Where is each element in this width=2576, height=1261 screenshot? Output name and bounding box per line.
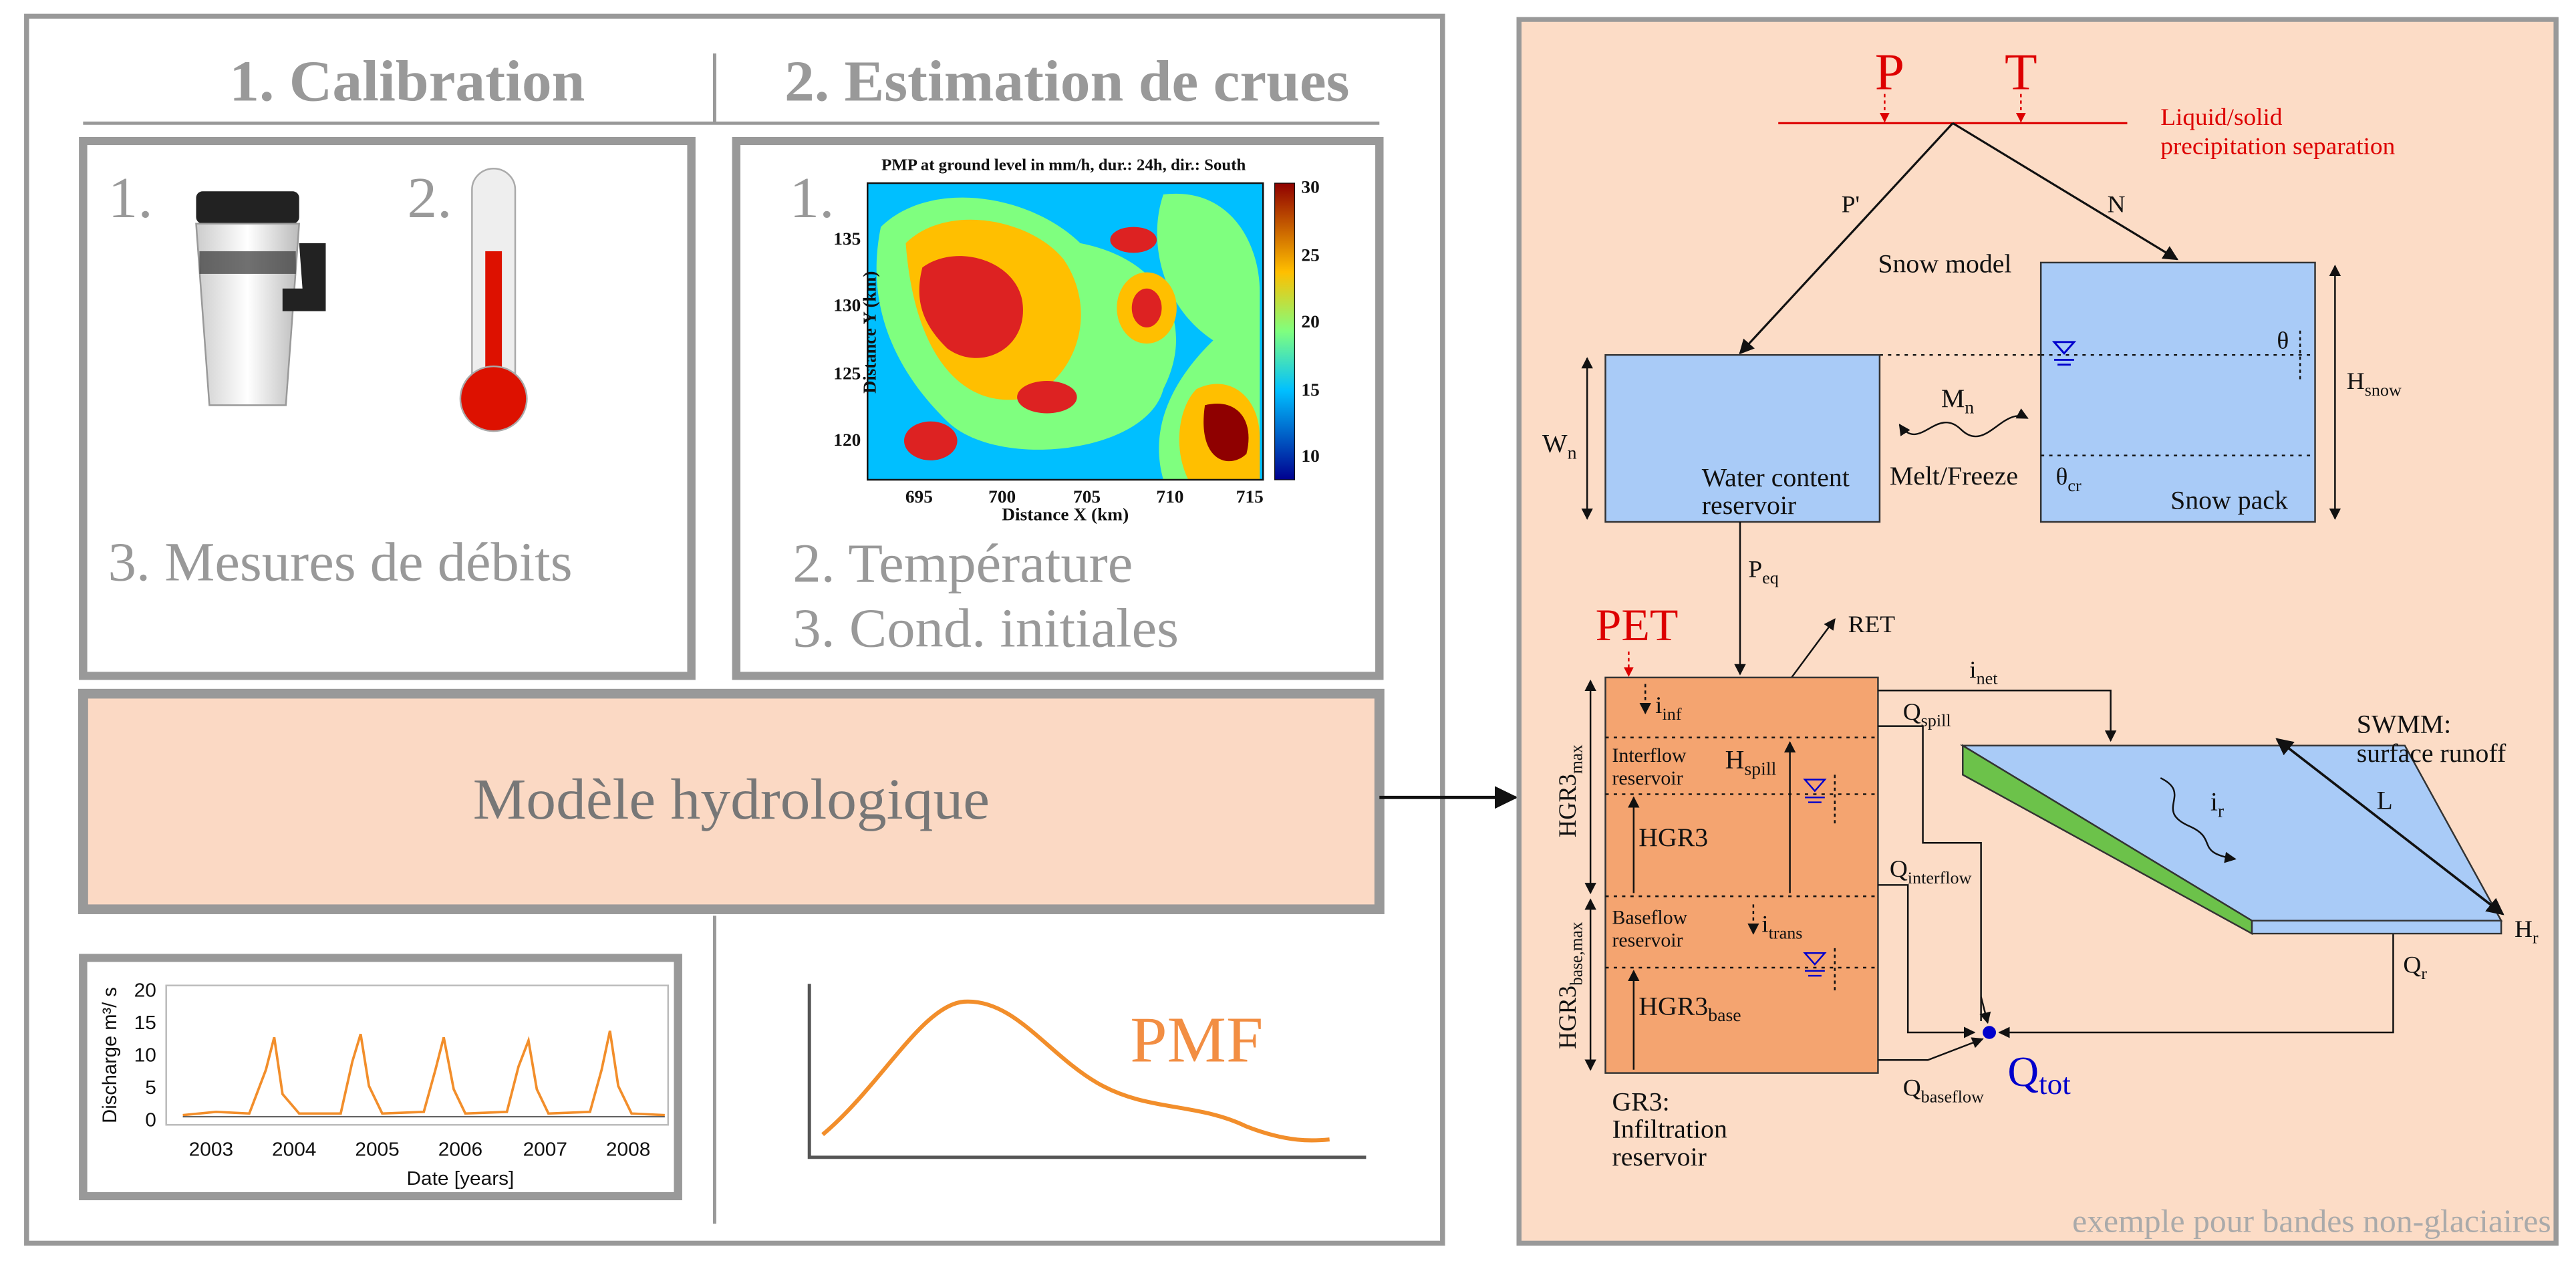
water-reservoir: Water content (1702, 463, 1850, 492)
colorbar-tick: 10 (1301, 446, 1319, 466)
colorbar-tick: 20 (1301, 311, 1319, 331)
estimation-title: 2. Estimation de crues (784, 49, 1349, 114)
item: 2. Température (793, 534, 1133, 595)
colorbar-tick: 15 (1301, 380, 1319, 400)
calibration-title: 1. Calibration (229, 49, 585, 114)
y-tick-label: 0 (145, 1109, 156, 1131)
map-y-label: Distance Y (km) (859, 271, 879, 394)
map-x-tick: 695 (905, 486, 933, 507)
x-tick-label: 2008 (606, 1139, 650, 1161)
item: 1. (108, 166, 153, 231)
map-y-tick: 135 (833, 229, 861, 249)
snow-pack: Snow pack (2170, 486, 2288, 515)
T: T (2005, 43, 2037, 101)
map-x-tick: 715 (1236, 486, 1264, 507)
left-panel: 1. Calibration 2. Estimation de crues 1.… (27, 16, 1516, 1243)
pmf-label: PMF (1130, 1004, 1263, 1077)
water-reservoir: reservoir (1702, 491, 1796, 519)
x-label: Date [years] (406, 1167, 514, 1189)
snow-model: Snow model (1878, 249, 2011, 278)
y-tick-label: 10 (134, 1044, 156, 1067)
x-tick-label: 2004 (272, 1139, 316, 1161)
colorbar-tick: 25 (1301, 245, 1319, 265)
x-tick-label: 2006 (438, 1139, 482, 1161)
PET: PET (1596, 600, 1679, 650)
x-tick-label: 2007 (523, 1139, 567, 1161)
item: 1. (789, 166, 834, 231)
y-tick-label: 15 (134, 1012, 156, 1034)
item: 3. Mesures de débits (108, 532, 573, 593)
baseflow-reservoir: Baseflow (1612, 907, 1687, 929)
map-y-tick: 130 (833, 295, 861, 315)
item: 3. Cond. initiales (793, 599, 1179, 660)
y-label: Discharge m³/ s (99, 987, 121, 1123)
P-prime: P' (1842, 190, 1860, 217)
separation: Liquid/solid (2160, 103, 2282, 130)
footer: exemple pour bandes non-glaciaires (2072, 1203, 2551, 1239)
melt-freeze: Melt/Freeze (1890, 462, 2018, 491)
map-title: PMP at ground level in mm/h, dur.: 24h, … (881, 156, 1246, 174)
map-y-tick: 120 (833, 430, 861, 450)
swmm: SWMM: (2357, 710, 2451, 738)
interflow-reservoir: Interflow (1612, 745, 1687, 766)
pmp-map: PMP at ground level in mm/h, dur.: 24h, … (833, 156, 1319, 525)
map-x-label: Distance X (km) (1002, 505, 1129, 525)
right-panel: P T Liquid/solid precipitation separatio… (1519, 19, 2556, 1243)
N: N (2108, 190, 2126, 217)
theta: θ (2277, 327, 2289, 354)
L: L (2377, 786, 2393, 815)
page: 1. Calibration 2. Estimation de crues 1.… (0, 0, 2576, 1261)
map-x-tick: 705 (1073, 486, 1101, 507)
map-x-tick: 710 (1156, 486, 1183, 507)
P: P (1875, 43, 1904, 101)
x-tick-label: 2005 (355, 1139, 399, 1161)
x-tick-label: 2003 (189, 1139, 233, 1161)
HGR3: HGR3 (1638, 823, 1708, 852)
map-y-tick: 125 (833, 364, 861, 384)
colorbar-tick: 30 (1301, 177, 1319, 197)
interflow-reservoir: reservoir (1612, 768, 1683, 789)
separation: precipitation separation (2160, 132, 2395, 159)
baseflow-reservoir: reservoir (1612, 930, 1683, 952)
map-x-tick: 700 (988, 486, 1016, 507)
y-tick-label: 20 (134, 980, 156, 1002)
model-label: Modèle hydrologique (473, 767, 990, 832)
item: 2. (407, 166, 452, 231)
y-tick-label: 5 (145, 1077, 156, 1099)
swmm: surface runoff (2357, 738, 2507, 767)
gr3-label: Infiltration (1612, 1115, 1727, 1143)
gr3-label: GR3: (1612, 1087, 1669, 1116)
RET: RET (1848, 610, 1895, 637)
gr3-label: reservoir (1612, 1142, 1706, 1171)
